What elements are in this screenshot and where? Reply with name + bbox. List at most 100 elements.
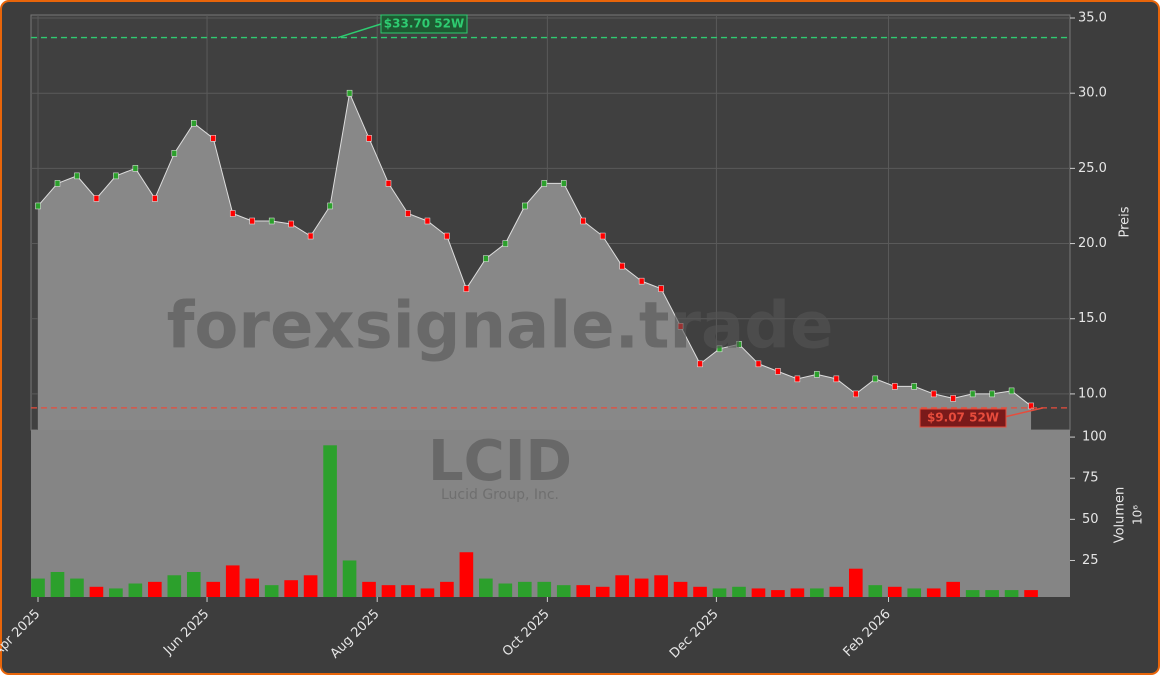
symbol: LCID: [428, 429, 572, 494]
volume-bar: [1004, 590, 1019, 597]
volume-bar: [362, 581, 376, 597]
volume-bar: [887, 586, 902, 597]
candle: [911, 383, 917, 390]
volume-bar: [712, 588, 727, 597]
candle: [346, 89, 353, 97]
volume-bar: [829, 586, 844, 597]
annotation-label: $33.70 52W: [384, 17, 464, 31]
candle: [716, 345, 723, 353]
candle: [755, 360, 762, 368]
candle: [249, 217, 255, 225]
candle: [697, 360, 703, 368]
volume-bar: [634, 578, 649, 597]
candle: [989, 390, 995, 398]
volume-bar: [537, 581, 552, 597]
candle: [210, 135, 217, 142]
volume-bar: [401, 585, 415, 597]
volume-bar: [673, 581, 688, 597]
candle: [872, 375, 879, 383]
y-tick-label: 25.0: [1078, 161, 1107, 176]
candle: [152, 195, 158, 202]
candle: [950, 395, 956, 402]
volume-bar: [790, 588, 805, 597]
volume-bar: [868, 585, 883, 597]
price-area: [38, 93, 1032, 430]
candle: [677, 323, 684, 330]
candle: [619, 262, 625, 270]
volume-bar: [89, 586, 104, 597]
candle: [853, 390, 859, 398]
volume-bar: [693, 586, 707, 597]
candle: [74, 172, 80, 180]
volume-bar: [323, 445, 337, 597]
y-tick-label: 75: [1082, 471, 1099, 486]
candle: [658, 285, 664, 292]
volume-bar: [381, 585, 396, 597]
volume-bar: [751, 588, 766, 597]
volume-bar: [576, 585, 591, 597]
candle: [113, 172, 119, 180]
volume-bar: [810, 588, 824, 597]
candle: [1028, 402, 1034, 410]
candle: [366, 135, 372, 142]
annotation-arrow: [999, 407, 1044, 419]
volume-bar: [284, 580, 298, 597]
y-tick-label: 100: [1082, 430, 1107, 445]
candle: [288, 220, 294, 228]
volume-bar: [479, 578, 493, 597]
volume-bar: [148, 581, 162, 597]
y-tick-label: 20.0: [1078, 236, 1107, 251]
volume-bar: [654, 575, 668, 597]
candle: [444, 232, 450, 240]
watermark: forexsignale.trade: [167, 290, 834, 364]
candle: [794, 375, 801, 383]
candle: [132, 165, 139, 172]
volume-bar: [1024, 590, 1038, 597]
candle: [775, 368, 781, 375]
candle: [327, 202, 333, 210]
y-tick-label: 25: [1082, 553, 1099, 568]
volume-bar: [907, 588, 922, 597]
y-tick-label: 30.0: [1078, 86, 1107, 101]
candle: [833, 375, 840, 383]
volume-bar: [50, 571, 65, 597]
volume-bar: [965, 590, 980, 597]
price-label: Preis: [1118, 206, 1133, 237]
volume-bar: [206, 581, 221, 597]
candle: [35, 202, 41, 210]
volume-bar: [186, 571, 201, 597]
volume-bar: [70, 578, 84, 597]
volume-bar: [31, 578, 45, 597]
candle: [191, 120, 197, 127]
y-tick-label: 10.0: [1078, 386, 1107, 401]
volume-bar: [771, 590, 785, 597]
annotation-arrow: [337, 23, 382, 39]
candle: [93, 195, 100, 202]
annotation-box: [919, 408, 1007, 428]
y-tick-label: 35.0: [1078, 11, 1107, 26]
volume-bar: [985, 590, 999, 597]
company: Lucid Group, Inc.: [441, 487, 559, 503]
volume-bar: [556, 585, 571, 597]
candle: [307, 232, 314, 240]
candle: [405, 210, 411, 217]
candle: [171, 150, 178, 157]
y-tick-label: 50: [1082, 512, 1099, 527]
price-line: [37, 91, 1032, 407]
volume-label: Volumen: [1113, 487, 1128, 544]
volume-bar: [303, 575, 318, 597]
candle: [736, 341, 742, 348]
volume-bar: [264, 585, 279, 597]
volume-bar: [167, 575, 182, 597]
candle: [1008, 387, 1015, 395]
volume-unit: 10⁶: [1131, 505, 1145, 525]
candle: [541, 180, 548, 187]
candle: [522, 202, 528, 210]
annotation-label: $9.07 52W: [927, 411, 999, 425]
candle: [892, 383, 898, 390]
candle: [502, 240, 509, 247]
volume-panel: [31, 430, 1070, 597]
candle: [268, 217, 275, 225]
candle: [969, 390, 976, 398]
